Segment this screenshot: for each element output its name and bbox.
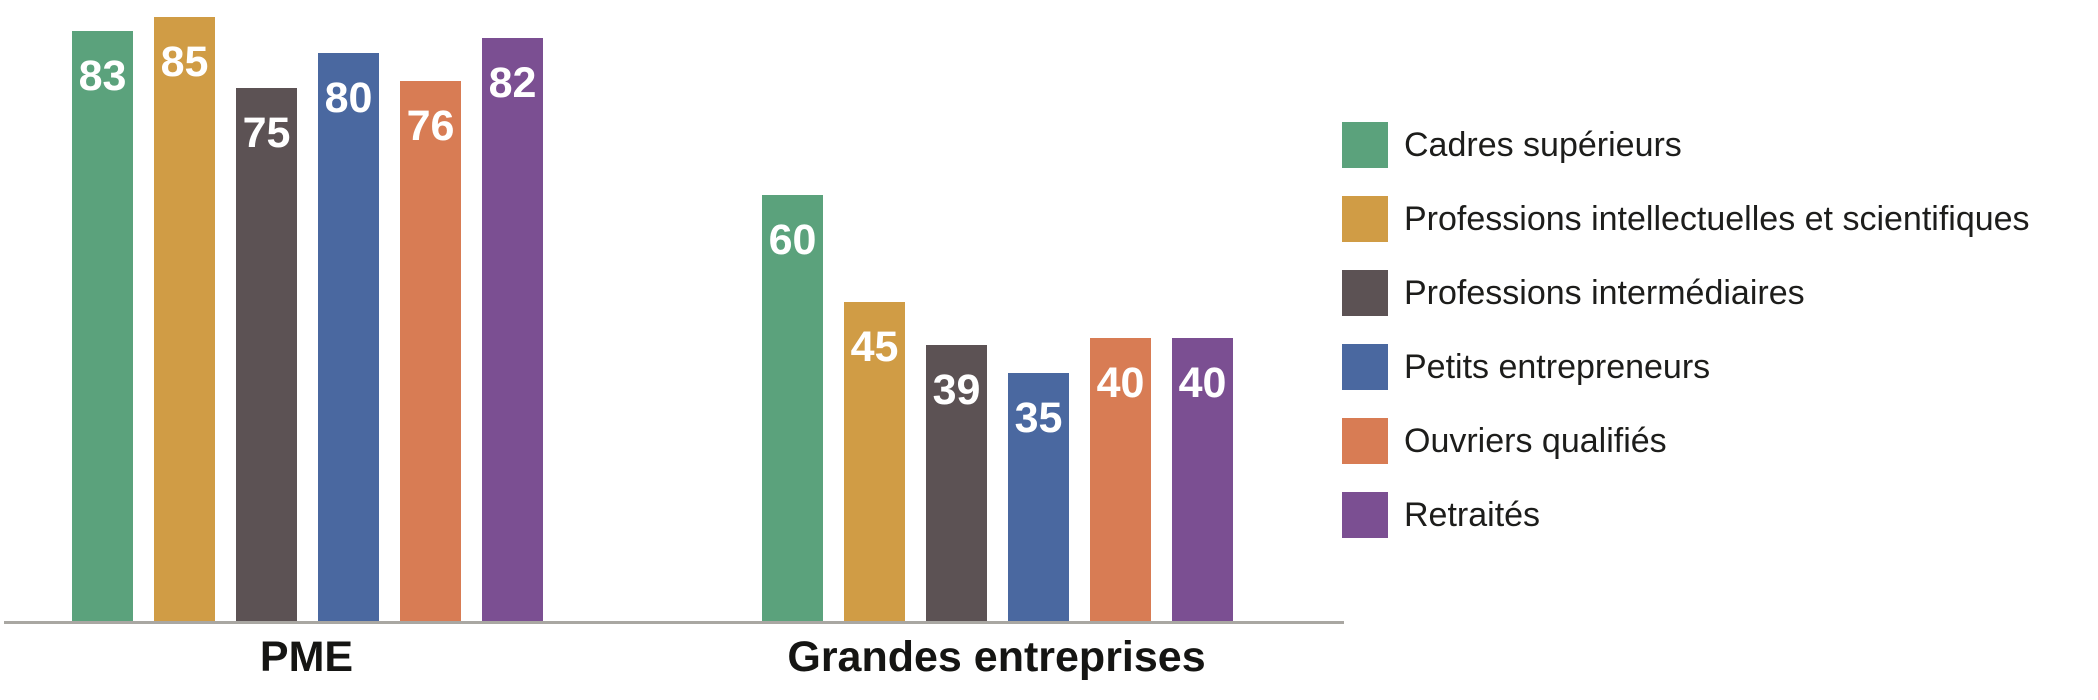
bar-value-label: 76	[406, 102, 455, 150]
bar-pme-professions-intermediaires: 75	[236, 88, 297, 623]
bar-pme-retraites: 82	[482, 38, 543, 623]
category-label-pme: PME	[259, 633, 354, 681]
legend-item-petits-entrepreneurs: Petits entrepreneurs	[1342, 344, 2030, 390]
bar-value-label: 40	[1178, 359, 1227, 407]
bar-grandes-entreprises-petits-entrepreneurs: 35	[1008, 373, 1069, 623]
legend-item-ouvriers-qualifies: Ouvriers qualifiés	[1342, 418, 2030, 464]
legend-swatch	[1342, 196, 1388, 242]
bar-value-label: 60	[768, 216, 817, 264]
bar-value-label: 35	[1014, 394, 1063, 442]
legend-label: Professions intellectuelles et scientifi…	[1404, 199, 2030, 238]
legend-item-cadres-superieurs: Cadres supérieurs	[1342, 122, 2030, 168]
bar-grandes-entreprises-professions-intellectuelles-et-scientifiques: 45	[844, 302, 905, 623]
legend-swatch	[1342, 270, 1388, 316]
legend-swatch	[1342, 122, 1388, 168]
plot-area: 83 85 75 80 76 82 60 45 39 35 40 40	[72, 17, 1233, 623]
legend-item-professions-intermediaires: Professions intermédiaires	[1342, 270, 2030, 316]
legend: Cadres supérieurs Professions intellectue…	[1342, 122, 2030, 538]
legend-label: Retraités	[1404, 495, 1541, 534]
bar-value-label: 80	[324, 74, 373, 122]
bar-value-label: 40	[1096, 359, 1145, 407]
legend-label: Cadres supérieurs	[1404, 125, 1682, 164]
bar-grandes-entreprises-retraites: 40	[1172, 338, 1233, 623]
bar-pme-petits-entrepreneurs: 80	[318, 53, 379, 623]
legend-label: Petits entrepreneurs	[1404, 347, 1711, 386]
bar-grandes-entreprises-cadres-superieurs: 60	[762, 195, 823, 623]
bar-pme-ouvriers-qualifies: 76	[400, 81, 461, 623]
legend-label: Professions intermédiaires	[1404, 273, 1805, 312]
legend-item-professions-intellectuelles-et-scientifiques: Professions intellectuelles et scientifi…	[1342, 196, 2030, 242]
bar-value-label: 75	[242, 109, 291, 157]
bar-value-label: 83	[78, 52, 127, 100]
legend-swatch	[1342, 492, 1388, 538]
legend-label: Ouvriers qualifiés	[1404, 421, 1667, 460]
bar-value-label: 85	[160, 38, 209, 86]
bar-value-label: 45	[850, 323, 899, 371]
legend-item-retraites: Retraités	[1342, 492, 2030, 538]
bar-pme-professions-intellectuelles-et-scientifiques: 85	[154, 17, 215, 623]
bar-pme-cadres-superieurs: 83	[72, 31, 133, 623]
bar-grandes-entreprises-professions-intermediaires: 39	[926, 345, 987, 623]
bar-grandes-entreprises-ouvriers-qualifies: 40	[1090, 338, 1151, 623]
bar-value-label: 82	[488, 59, 537, 107]
category-label-grandes-entreprises: Grandes entreprises	[787, 633, 1206, 681]
x-axis-line	[4, 621, 1344, 624]
legend-swatch	[1342, 418, 1388, 464]
legend-swatch	[1342, 344, 1388, 390]
bar-value-label: 39	[932, 366, 981, 414]
